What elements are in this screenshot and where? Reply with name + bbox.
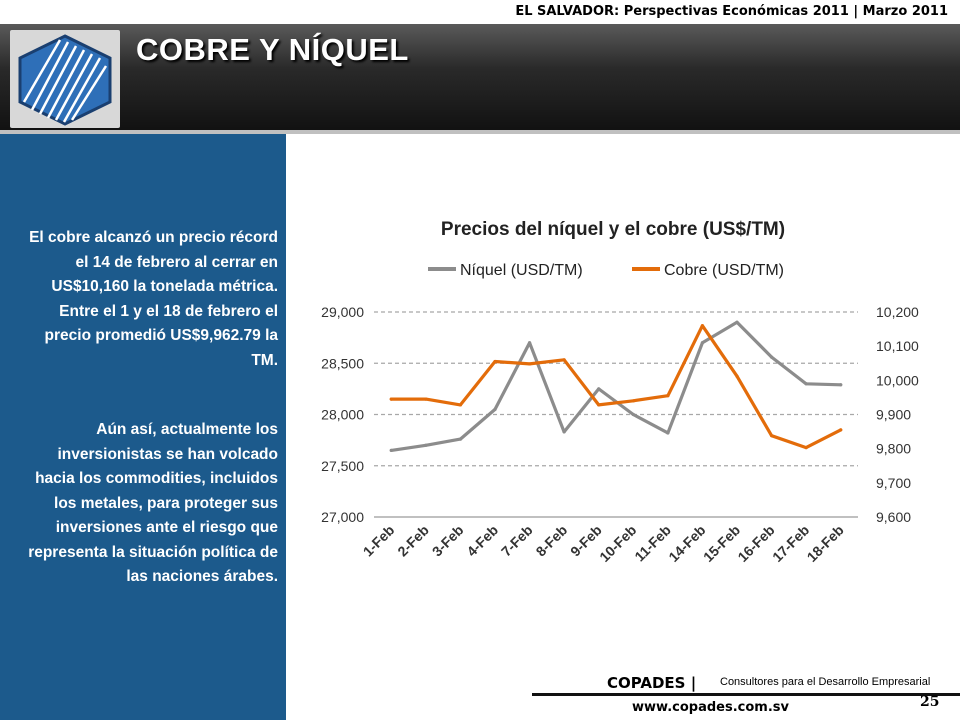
left-axis-tick-label: 29,000 [321, 304, 364, 320]
data-point-nickel [389, 448, 393, 452]
x-axis-tick-label: 18-Feb [804, 522, 847, 565]
logo [10, 30, 120, 128]
footer-website: www.copades.com.sv [632, 700, 789, 715]
x-axis-tick-label: 1-Feb [360, 522, 398, 560]
x-axis-ticks: 1-Feb2-Feb3-Feb4-Feb7-Feb8-Feb9-Feb10-Fe… [360, 522, 847, 565]
data-point-copper [424, 397, 428, 401]
data-point-copper [666, 394, 670, 398]
data-point-copper [458, 403, 463, 407]
left-axis-tick-label: 28,500 [321, 355, 364, 371]
price-chart: Precios del níquel y el cobre (US$/TM) N… [321, 219, 919, 565]
logo-emblem-icon [18, 34, 112, 126]
x-axis-tick-label: 17-Feb [769, 522, 812, 565]
right-axis-tick-label: 9,900 [876, 407, 911, 423]
right-axis-tick-label: 9,800 [876, 441, 911, 457]
gridlines [374, 311, 858, 518]
right-axis-tick-label: 9,700 [876, 475, 911, 491]
legend-label-nickel: Níquel (USD/TM) [460, 262, 583, 279]
data-point-nickel [804, 382, 808, 386]
slide-title: COBRE Y NÍQUEL [136, 32, 409, 67]
right-axis-tick-label: 10,100 [876, 338, 919, 354]
data-point-nickel [597, 387, 601, 391]
sidebar-panel [0, 134, 286, 720]
x-axis-tick-label: 3-Feb [429, 522, 467, 560]
data-point-copper [839, 428, 843, 432]
data-point-nickel [700, 341, 705, 345]
data-point-copper [389, 397, 393, 401]
data-point-nickel [458, 437, 463, 441]
page-number: 25 [920, 694, 940, 710]
x-axis-tick-label: 11-Feb [631, 522, 674, 565]
x-axis-tick-label: 10-Feb [596, 522, 639, 565]
data-point-copper [735, 374, 739, 378]
series-line-copper [389, 324, 843, 450]
right-axis-tick-label: 10,000 [876, 372, 919, 388]
chart-legend: Níquel (USD/TM) Cobre (USD/TM) [428, 262, 784, 279]
data-point-copper [493, 359, 497, 364]
x-axis-tick-label: 15-Feb [700, 522, 743, 565]
paragraph-investors: Aún así, actualmente los inversionistas … [28, 421, 278, 585]
top-bar: EL SALVADOR: Perspectivas Económicas 201… [0, 0, 960, 24]
header-band [0, 24, 960, 134]
data-point-copper [562, 358, 566, 362]
x-axis-tick-label: 14-Feb [665, 522, 708, 565]
series-line-nickel [389, 320, 843, 452]
data-point-nickel [666, 431, 670, 435]
header-divider [0, 130, 960, 134]
x-axis-tick-label: 8-Feb [533, 522, 571, 560]
legend-label-copper: Cobre (USD/TM) [664, 262, 784, 279]
x-axis-tick-label: 16-Feb [734, 522, 777, 565]
report-title: EL SALVADOR: Perspectivas Económicas 201… [515, 4, 948, 19]
data-point-nickel [769, 355, 774, 359]
left-axis-tick-label: 27,000 [321, 509, 364, 525]
footer-tagline: Consultores para el Desarrollo Empresari… [720, 676, 931, 688]
data-point-nickel [631, 412, 635, 417]
data-point-copper [631, 399, 635, 403]
left-axis-tick-label: 27,500 [321, 458, 364, 474]
left-axis-ticks: 27,000 27,500 28,000 28,500 29,000 [321, 304, 364, 525]
data-point-nickel [735, 320, 739, 324]
data-point-nickel [562, 430, 566, 434]
data-point-nickel [527, 341, 532, 345]
data-point-copper [804, 446, 808, 450]
data-point-copper [597, 403, 601, 407]
chart-title: Precios del níquel y el cobre (US$/TM) [441, 219, 785, 240]
x-axis-tick-label: 7-Feb [498, 522, 536, 560]
footer-divider [532, 693, 960, 696]
data-point-copper [527, 362, 532, 366]
right-axis-ticks: 9,600 9,700 9,800 9,900 10,000 10,100 10,200 [876, 304, 919, 525]
data-point-copper [769, 434, 774, 438]
left-axis-tick-label: 28,000 [321, 407, 364, 423]
right-axis-tick-label: 10,200 [876, 304, 919, 320]
footer-company: COPADES | [607, 674, 697, 692]
right-axis-tick-label: 9,600 [876, 509, 911, 525]
data-point-copper [700, 324, 705, 328]
paragraph-copper-record: El cobre alcanzó un precio récord el 14 … [29, 229, 278, 369]
x-axis-tick-label: 4-Feb [463, 522, 501, 560]
data-point-nickel [839, 383, 843, 387]
series-lines [389, 320, 843, 452]
data-point-nickel [493, 407, 497, 411]
data-point-nickel [424, 443, 428, 447]
x-axis-tick-label: 2-Feb [394, 522, 432, 560]
chart-container: Precios del níquel y el cobre (US$/TM) N… [286, 134, 960, 669]
